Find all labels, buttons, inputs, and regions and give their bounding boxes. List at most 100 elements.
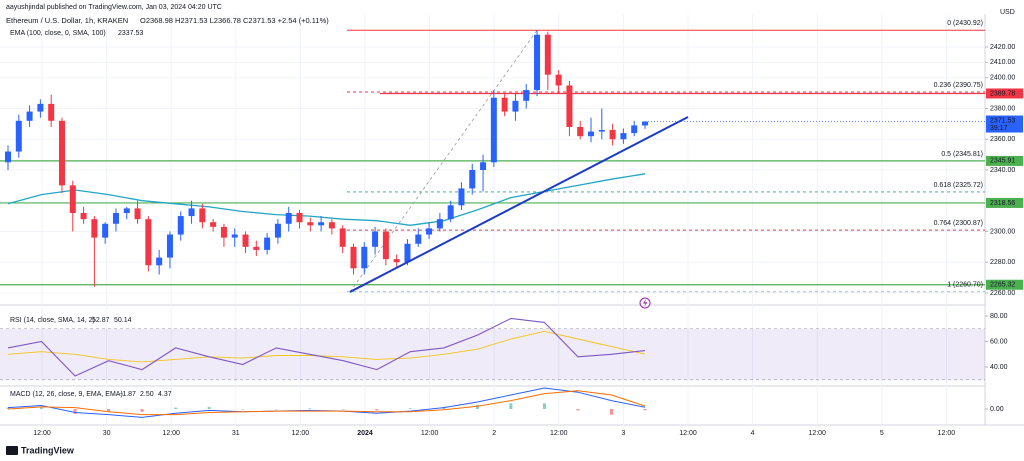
candle-body: [48, 103, 55, 121]
candle-body: [523, 90, 530, 101]
author-line: aayushjindal published on TradingView.co…: [6, 4, 222, 11]
candle-body: [382, 231, 389, 260]
macd-histogram-bar: [375, 409, 379, 411]
candle-body: [102, 223, 109, 238]
candle-body: [231, 234, 238, 238]
y-tick-label: 2340.00: [990, 167, 1015, 174]
candle-body: [58, 120, 65, 186]
candle-body: [436, 219, 443, 229]
candle-body: [620, 133, 627, 140]
fib-label: 0.5 (2345.81): [941, 151, 983, 158]
lightning-icon[interactable]: [639, 297, 651, 309]
candle-body: [253, 246, 260, 250]
x-tick-label: 5: [880, 430, 884, 437]
macd-histogram-bar: [576, 409, 580, 411]
price-box: [986, 197, 1023, 208]
candle-body: [555, 74, 562, 86]
macd-histogram-bar: [274, 409, 278, 410]
y-tick-label: 2280.00: [990, 259, 1015, 266]
candle-body: [544, 34, 551, 75]
candle-body: [145, 219, 152, 266]
candle-body: [469, 169, 476, 189]
rsi-legend-value: 50.14: [114, 317, 132, 324]
logo-mark[interactable]: [6, 446, 18, 455]
macd-line: [7, 390, 646, 416]
macd-histogram-bar: [73, 409, 77, 414]
x-tick-label: 12:00: [162, 430, 180, 437]
brand-logo[interactable]: TradingView: [6, 445, 75, 455]
y-tick-label: 2300.00: [990, 228, 1015, 235]
candle-body: [210, 222, 217, 227]
candle-body: [69, 185, 76, 214]
ema-legend-value: 2337.53: [118, 30, 143, 37]
x-tick-label: 3: [621, 430, 625, 437]
macd-histogram-bar: [475, 404, 479, 410]
candle-body: [631, 125, 638, 134]
candle-body: [350, 246, 357, 269]
x-tick-label: 12:00: [33, 430, 51, 437]
macd-histogram-bar: [408, 408, 412, 410]
candle-body: [285, 213, 292, 224]
rsi-line: [7, 330, 646, 363]
currency-label: USD: [1000, 9, 1015, 16]
rsi-band: [0, 328, 985, 380]
candle-body: [112, 213, 119, 224]
y-tick-label: 0.00: [990, 406, 1004, 413]
candle-body: [37, 103, 44, 112]
brand-name[interactable]: TradingView: [21, 445, 75, 455]
candle-body: [609, 130, 616, 140]
current-price-label: 2371.53: [990, 117, 1015, 124]
candle-body: [177, 216, 184, 235]
price-box-label: 2389.78: [990, 90, 1015, 97]
price-box-label: 2318.56: [990, 200, 1015, 207]
candle-body: [134, 208, 141, 220]
candle-body: [328, 222, 335, 229]
candle-body: [80, 213, 87, 220]
candle-body: [188, 208, 195, 217]
candle-body: [490, 97, 497, 163]
price-box: [986, 155, 1023, 166]
candle-body: [501, 97, 508, 112]
y-tick-label: 2380.00: [990, 105, 1015, 112]
candle-body: [220, 226, 227, 238]
y-tick-label: 60.00: [990, 338, 1008, 345]
macd-histogram-bar: [107, 409, 111, 412]
candle-body: [242, 234, 249, 247]
candle-body: [598, 130, 605, 132]
ema-line: [7, 173, 646, 226]
candle-body: [15, 120, 22, 152]
x-tick-label: 31: [232, 430, 240, 437]
rsi-line: [7, 317, 646, 377]
x-tick-label: 12:00: [292, 430, 310, 437]
macd-histogram-bar: [40, 407, 44, 410]
x-tick-label: 12:00: [938, 430, 956, 437]
fib-label: 0 (2430.92): [947, 20, 983, 27]
y-tick-label: 2420.00: [990, 44, 1015, 51]
candle-body: [577, 126, 584, 137]
x-tick-label: 12:00: [421, 430, 439, 437]
trend-line: [349, 116, 689, 293]
candle-body: [372, 231, 379, 247]
x-tick-label: 12:00: [808, 430, 826, 437]
lightning-bolt[interactable]: [643, 299, 648, 307]
candle-body: [199, 208, 206, 223]
candle-body: [415, 234, 422, 244]
candle-body: [426, 228, 433, 235]
candle-body: [91, 219, 98, 238]
x-tick-label: 2024: [357, 430, 373, 437]
macd-histogram-bar: [140, 409, 144, 412]
macd-histogram-bar: [174, 407, 178, 410]
countdown-label: 39:17: [990, 125, 1008, 132]
candle-body: [447, 205, 454, 220]
macd-legend: MACD (12, 26, close, 9, EMA, EMA): [10, 391, 123, 398]
fib-label: 0.236 (2390.75): [934, 82, 983, 89]
price-box-label: 2345.91: [990, 158, 1015, 165]
y-tick-label: 80.00: [990, 313, 1008, 320]
macd-histogram-bar: [308, 408, 312, 410]
x-tick-label: 4: [751, 430, 755, 437]
candle-body: [404, 243, 411, 263]
y-tick-label: 40.00: [990, 364, 1008, 371]
candle-body: [318, 222, 325, 226]
candle-body: [264, 237, 271, 250]
